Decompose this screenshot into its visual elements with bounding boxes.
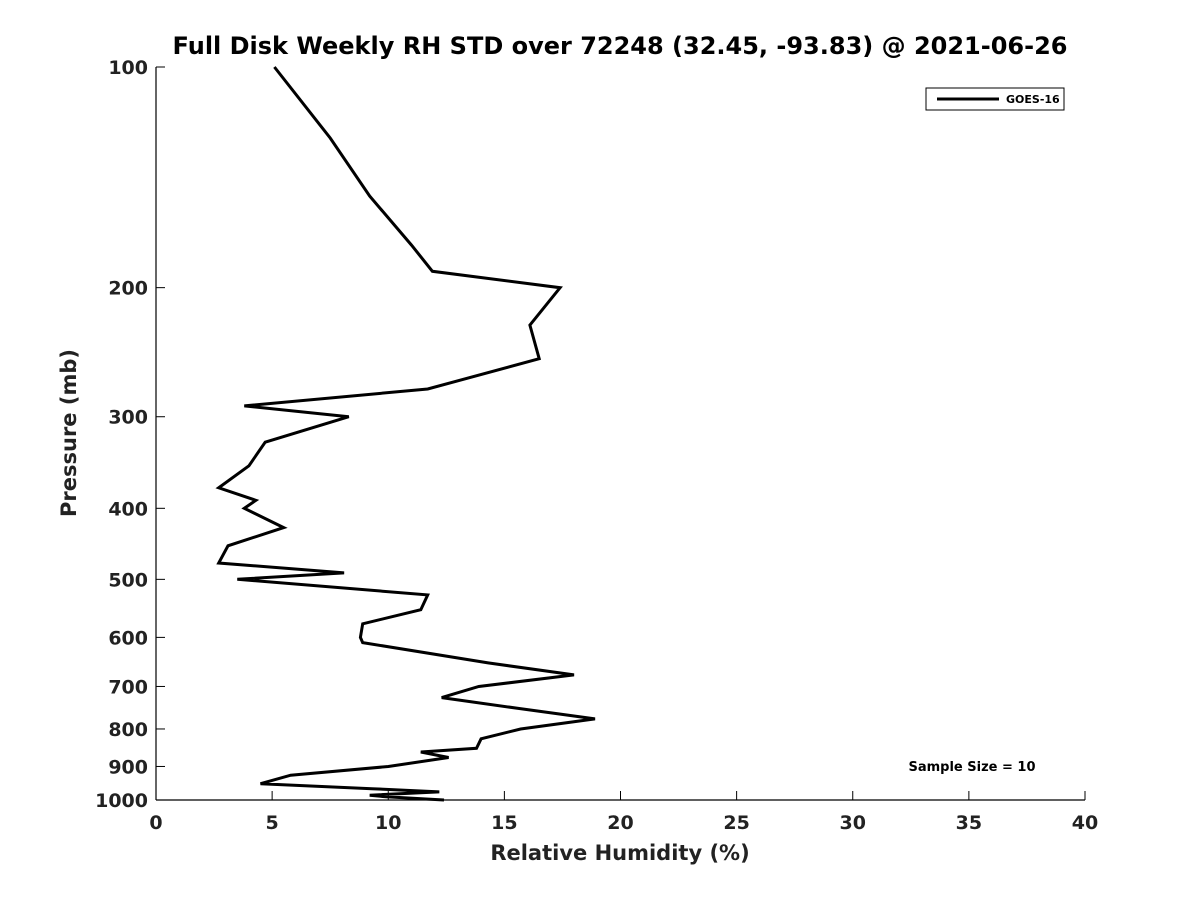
y-tick-label: 700 — [108, 676, 148, 698]
y-tick-label: 1000 — [95, 790, 148, 812]
series-line-goes-16 — [215, 66, 596, 802]
x-tick-label: 40 — [1072, 812, 1098, 834]
x-tick-label: 10 — [375, 812, 401, 834]
y-tick-label: 300 — [108, 407, 148, 429]
y-tick-label: 500 — [108, 569, 148, 591]
y-axis-ticks: 100 200 300 400 500 600 700 800 900 1000 — [95, 57, 165, 812]
sample-size-annotation: Sample Size = 10 — [908, 760, 1035, 775]
legend: GOES-16 — [925, 87, 1065, 111]
y-tick-label: 900 — [108, 756, 148, 778]
x-tick-label: 35 — [956, 812, 982, 834]
x-tick-label: 0 — [149, 812, 162, 834]
x-tick-label: 15 — [491, 812, 517, 834]
x-tick-label: 20 — [607, 812, 633, 834]
y-tick-label: 400 — [108, 498, 148, 520]
series-group — [215, 66, 596, 802]
x-tick-label: 25 — [723, 812, 749, 834]
legend-label-goes-16: GOES-16 — [1006, 93, 1060, 106]
chart-title: Full Disk Weekly RH STD over 72248 (32.4… — [173, 32, 1068, 60]
x-tick-label: 5 — [266, 812, 279, 834]
x-axis-ticks: 0 5 10 15 20 25 30 35 40 — [149, 791, 1098, 834]
y-tick-label: 200 — [108, 278, 148, 300]
y-tick-label: 800 — [108, 719, 148, 741]
x-axis-label: Relative Humidity (%) — [490, 841, 749, 865]
y-tick-label: 100 — [108, 57, 148, 79]
x-tick-label: 30 — [840, 812, 866, 834]
y-tick-label: 600 — [108, 627, 148, 649]
y-axis-label: Pressure (mb) — [57, 349, 81, 517]
